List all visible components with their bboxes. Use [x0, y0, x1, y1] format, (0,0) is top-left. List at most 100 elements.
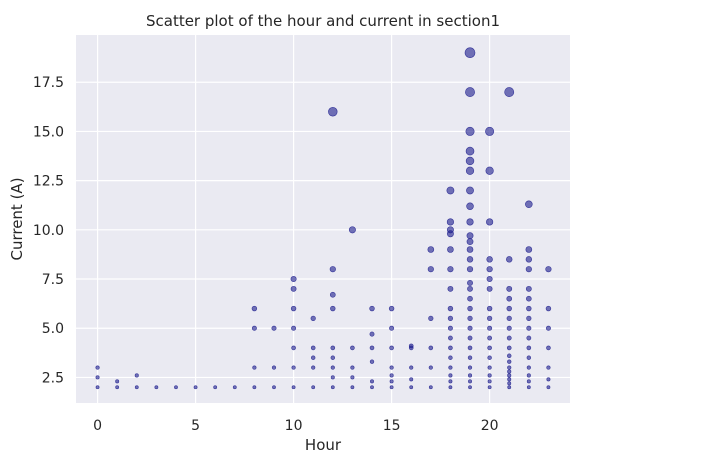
data-point [290, 276, 297, 283]
data-point [506, 335, 512, 341]
data-point [468, 379, 472, 384]
x-tick-label: 15 [383, 418, 401, 434]
data-point [526, 385, 531, 390]
data-point [486, 285, 493, 292]
x-tick-label: 10 [285, 418, 303, 434]
data-point [487, 379, 492, 384]
data-point [134, 373, 139, 378]
data-point [525, 200, 533, 209]
plot-area [76, 35, 570, 403]
data-point [526, 379, 531, 384]
data-point [507, 365, 512, 370]
data-point [369, 305, 375, 312]
data-point [467, 305, 473, 312]
data-point [546, 365, 551, 370]
y-tick-labels: 2.5 5.0 7.5 10.0 12.5 15.0 17.5 [33, 75, 64, 386]
data-point [466, 232, 474, 240]
y-tick-label: 5.0 [42, 321, 64, 337]
data-point [290, 305, 297, 312]
data-point [310, 345, 316, 351]
data-point [467, 365, 473, 370]
data-point [95, 385, 100, 390]
data-point [545, 325, 551, 331]
data-point [525, 256, 533, 263]
data-point [447, 246, 454, 253]
data-point [447, 325, 453, 331]
data-point [291, 365, 296, 370]
data-point [446, 226, 454, 234]
data-point [468, 385, 472, 390]
x-tick-labels: 0 5 10 15 20 [93, 418, 498, 434]
data-point [134, 385, 139, 390]
data-point [330, 365, 335, 370]
x-tick-label: 20 [481, 418, 499, 434]
data-point [448, 365, 453, 370]
data-point [486, 266, 493, 273]
data-point [466, 246, 474, 253]
data-point [330, 385, 335, 390]
x-tick-label: 5 [191, 418, 200, 434]
data-point [271, 325, 277, 331]
data-point [446, 186, 455, 195]
data-point [507, 377, 512, 382]
data-points [95, 47, 552, 390]
data-point [350, 385, 355, 390]
x-tick-label: 0 [93, 418, 102, 434]
data-point [330, 345, 336, 351]
data-point [506, 295, 513, 302]
data-point [448, 335, 453, 341]
data-point [467, 279, 473, 286]
data-point [408, 343, 414, 349]
data-point [486, 256, 493, 263]
data-point [272, 385, 276, 390]
data-point [507, 359, 512, 364]
data-point [251, 325, 257, 331]
data-point [467, 315, 473, 321]
data-point [389, 325, 395, 331]
data-point [428, 385, 433, 390]
data-point [467, 345, 473, 351]
y-tick-label: 7.5 [42, 272, 64, 288]
data-point [466, 238, 474, 246]
data-point [448, 355, 453, 360]
data-point [154, 385, 159, 390]
data-point [487, 335, 493, 341]
data-point [464, 47, 476, 59]
data-point [485, 126, 495, 136]
data-point [448, 373, 453, 378]
data-point [507, 373, 512, 378]
data-point [310, 315, 316, 321]
data-point [506, 345, 512, 351]
data-point [447, 266, 454, 273]
data-point [467, 295, 473, 302]
data-point [485, 166, 494, 175]
data-point [468, 373, 473, 378]
data-point [447, 305, 454, 312]
data-point [252, 385, 257, 390]
data-point [291, 385, 296, 390]
y-tick-label: 12.5 [33, 174, 64, 190]
data-point [115, 379, 120, 384]
data-point [193, 385, 198, 390]
data-point [487, 325, 493, 331]
data-point [486, 218, 494, 226]
data-point [487, 315, 493, 321]
data-point [330, 375, 335, 380]
data-point [506, 256, 513, 263]
data-point [427, 266, 434, 273]
data-point [465, 126, 475, 136]
y-tick-label: 10.0 [33, 223, 64, 239]
data-point [370, 385, 374, 390]
data-point [466, 202, 474, 210]
data-point [174, 385, 178, 390]
data-point [487, 365, 492, 370]
data-point [466, 256, 474, 263]
data-point [466, 266, 474, 273]
data-point [213, 385, 218, 390]
data-point [389, 373, 394, 378]
data-point [428, 345, 434, 351]
data-point [369, 345, 375, 351]
data-point [252, 365, 257, 370]
data-point [487, 373, 492, 378]
